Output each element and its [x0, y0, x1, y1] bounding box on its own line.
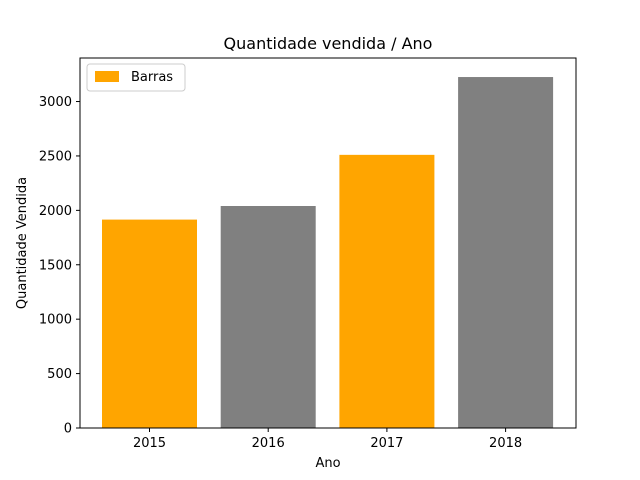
y-tick-label: 3000 — [39, 95, 72, 110]
y-tick-label: 1000 — [39, 313, 72, 328]
plot-frame — [79, 57, 577, 429]
y-tick-label: 1500 — [39, 258, 72, 273]
x-tick-label: 2016 — [252, 436, 285, 451]
y-tick-label: 0 — [64, 422, 72, 437]
bar-2015 — [102, 219, 197, 428]
legend: Barras — [86, 63, 186, 92]
x-tick-label: 2015 — [133, 436, 166, 451]
y-tick-label: 2500 — [39, 149, 72, 164]
x-axis-title: Ano — [315, 456, 340, 471]
legend-label: Barras — [131, 70, 173, 85]
y-axis-title: Quantidade Vendida — [15, 177, 30, 309]
y-tick-label: 2000 — [39, 204, 72, 219]
x-tick-label: 2017 — [370, 436, 403, 451]
bar-2016 — [220, 206, 316, 428]
y-axis: 0 500 1000 1500 2000 2500 3000 — [39, 95, 80, 437]
x-tick-label: 2018 — [489, 436, 522, 451]
legend-box — [86, 63, 186, 92]
y-tick-label: 500 — [47, 367, 72, 382]
chart-title: Quantidade vendida / Ano — [224, 34, 433, 53]
bars-group — [102, 77, 554, 428]
bar-2017 — [339, 154, 435, 428]
legend-swatch — [95, 71, 119, 82]
bar-2018 — [458, 77, 554, 428]
x-axis: 2015 2016 2017 2018 — [133, 428, 522, 451]
